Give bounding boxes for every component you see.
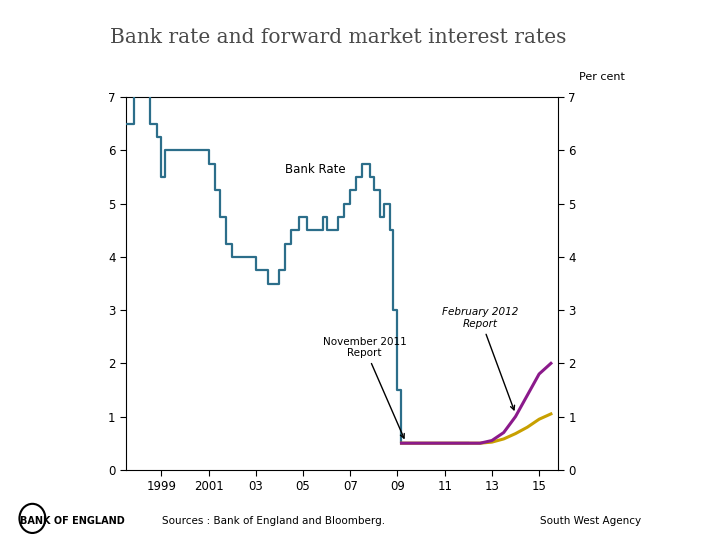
Text: BANK OF ENGLAND: BANK OF ENGLAND <box>19 516 125 526</box>
Text: Bank rate and forward market interest rates: Bank rate and forward market interest ra… <box>110 28 567 48</box>
Text: South West Agency: South West Agency <box>540 516 641 526</box>
Text: Bank Rate: Bank Rate <box>284 163 345 176</box>
Text: November 2011
Report: November 2011 Report <box>323 336 406 438</box>
Text: Per cent: Per cent <box>579 72 625 82</box>
Text: Sources : Bank of England and Bloomberg.: Sources : Bank of England and Bloomberg. <box>162 516 385 526</box>
Text: February 2012
Report: February 2012 Report <box>442 307 518 410</box>
